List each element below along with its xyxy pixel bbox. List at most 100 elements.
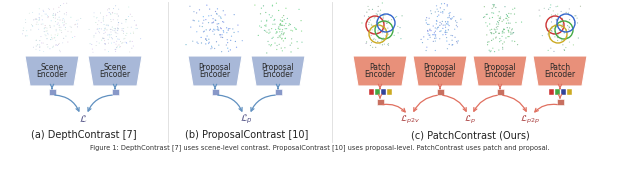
Point (364, 30, 374, 32)
Point (503, 19, 513, 22)
Point (67, 36, 77, 39)
Point (205, 28, 216, 31)
Point (553, 13, 563, 15)
Point (106, 31, 116, 33)
Point (196, 36, 206, 39)
Point (132, 27, 142, 30)
Point (211, 10, 221, 13)
Point (216, 33, 226, 36)
Point (431, 37, 441, 40)
Point (359, 15, 369, 17)
Point (121, 20, 131, 23)
Point (442, 47, 452, 50)
Point (275, 28, 285, 31)
Point (436, 2, 447, 5)
Point (113, 38, 123, 40)
Point (199, 30, 209, 33)
Point (201, 38, 211, 41)
Point (44, 15, 54, 18)
Point (281, 7, 291, 10)
Point (185, 5, 195, 8)
Point (504, 22, 514, 25)
Point (66, 26, 76, 29)
Point (214, 22, 224, 25)
Point (547, 26, 557, 28)
Point (208, 30, 218, 33)
Point (373, 35, 383, 38)
Point (422, 29, 433, 32)
Point (495, 16, 506, 19)
Point (106, 33, 116, 36)
Point (362, 20, 372, 23)
Point (486, 49, 496, 52)
Point (490, 31, 500, 34)
Point (47, 14, 58, 17)
Point (372, 15, 383, 17)
Point (428, 40, 438, 43)
Point (33, 23, 44, 26)
Point (99, 32, 109, 35)
Point (546, 47, 556, 50)
Point (374, 37, 384, 40)
Point (551, 18, 561, 21)
Point (494, 10, 504, 13)
Point (447, 43, 458, 46)
Point (503, 29, 513, 32)
Point (35, 39, 45, 42)
Point (86, 43, 97, 46)
Point (186, 26, 196, 28)
Point (366, 34, 376, 37)
Point (93, 27, 103, 30)
Point (99, 29, 109, 32)
Point (97, 37, 108, 40)
Point (373, 29, 383, 32)
Point (54, 28, 65, 31)
Text: Scene: Scene (104, 63, 127, 72)
Point (557, 23, 568, 26)
Point (99, 23, 109, 26)
Point (17, 32, 28, 35)
Point (575, 5, 586, 8)
Point (93, 23, 103, 26)
Point (494, 17, 504, 20)
Point (204, 41, 214, 44)
Point (419, 35, 429, 38)
Point (201, 18, 211, 21)
Point (99, 20, 109, 22)
Point (108, 12, 118, 15)
Point (51, 39, 61, 42)
Point (266, 44, 276, 47)
Point (387, 18, 397, 21)
Point (456, 18, 466, 21)
Point (422, 23, 433, 26)
Point (210, 28, 220, 31)
Point (123, 26, 133, 29)
Point (444, 43, 454, 46)
Point (390, 16, 401, 19)
Point (373, 5, 383, 8)
Point (43, 46, 53, 48)
Point (432, 27, 442, 30)
Point (380, 14, 390, 17)
Point (117, 29, 127, 32)
Point (372, 13, 383, 16)
Point (33, 28, 44, 31)
Point (89, 11, 99, 14)
Point (438, 27, 448, 30)
Point (51, 13, 61, 16)
Point (291, 28, 301, 30)
Point (214, 15, 224, 17)
Point (507, 28, 517, 31)
Point (43, 32, 53, 35)
Point (549, 27, 559, 30)
Point (91, 21, 101, 24)
Point (120, 37, 130, 40)
Point (50, 36, 60, 39)
Point (543, 32, 554, 35)
Point (51, 44, 61, 46)
Point (507, 32, 517, 35)
Point (367, 24, 377, 27)
Point (105, 34, 115, 37)
Point (367, 8, 378, 11)
Point (256, 20, 266, 23)
